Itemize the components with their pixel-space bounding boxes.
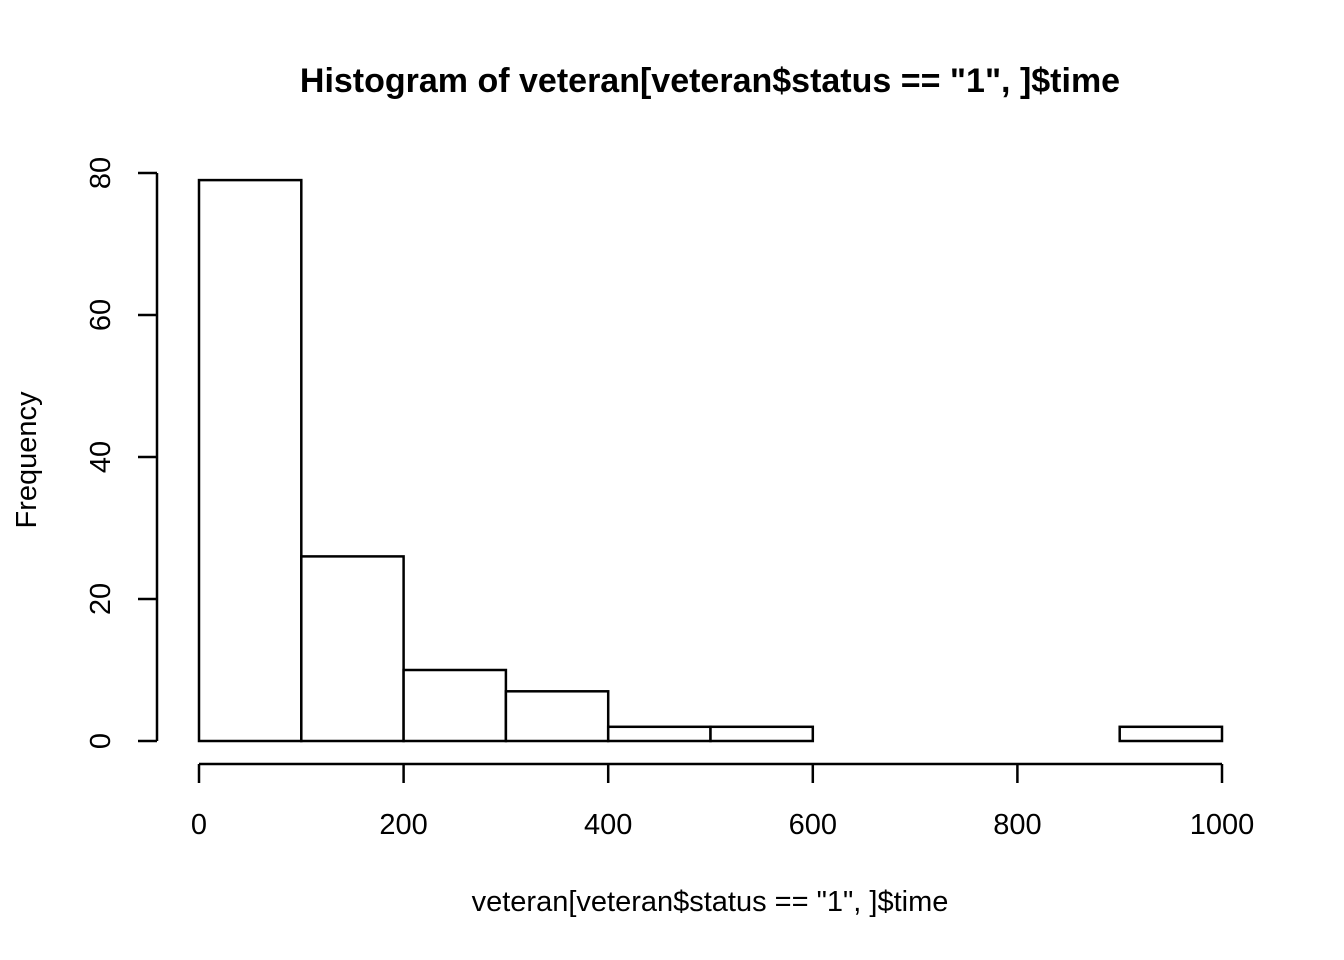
histogram-bar-400-500: [606, 725, 712, 743]
x-axis-label: veteran[veteran$status == "1", ]$time: [472, 886, 949, 918]
histogram-bar-100-200: [300, 555, 405, 743]
x-tick-label-400: 400: [584, 809, 632, 841]
histogram-bar-900-1000: [1118, 725, 1224, 743]
x-tick-label-1000: 1000: [1190, 809, 1255, 841]
y-tick-label-80: 80: [85, 157, 117, 189]
bars-group: [197, 178, 1224, 743]
x-tick-label-600: 600: [789, 809, 837, 841]
y-tick-label-60: 60: [85, 299, 117, 331]
x-axis: 0 200 400 600 800 1000: [191, 762, 1255, 841]
y-tick-label-40: 40: [85, 441, 117, 473]
x-tick-label-0: 0: [191, 809, 207, 841]
y-tick-label-0: 0: [85, 733, 117, 749]
x-tick-label-800: 800: [993, 809, 1041, 841]
histogram-bar-0-100: [197, 178, 303, 743]
histogram-bar-300-400: [504, 690, 610, 743]
y-tick-label-20: 20: [85, 583, 117, 615]
y-axis-label: Frequency: [11, 391, 43, 529]
histogram-bar-500-600: [709, 725, 815, 743]
histogram-bar-200-300: [402, 668, 508, 743]
y-axis: 0 20 40 60 80: [85, 157, 159, 749]
x-tick-label-200: 200: [379, 809, 427, 841]
chart-title: Histogram of veteran[veteran$status == "…: [300, 62, 1120, 100]
